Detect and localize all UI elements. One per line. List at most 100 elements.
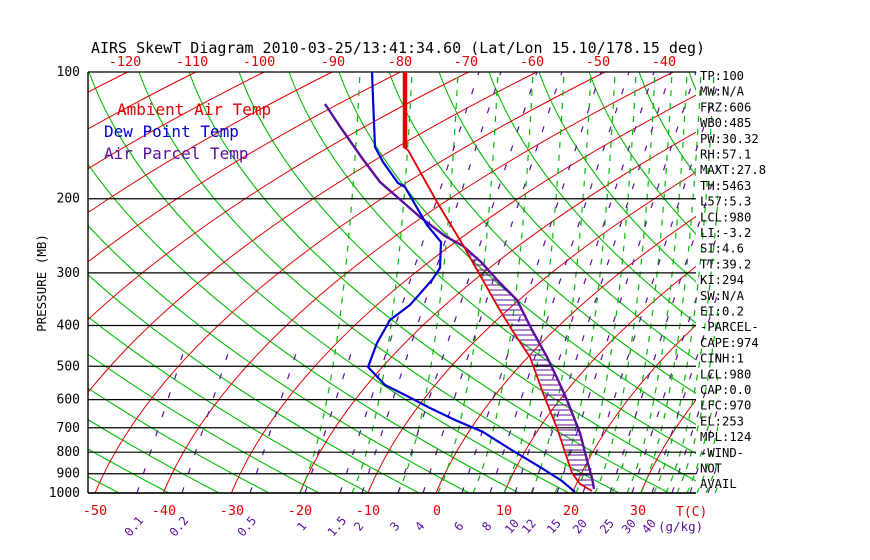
top-temp-label: -40 <box>652 54 676 70</box>
mixing-ratio-label: 20 <box>570 516 590 536</box>
dry-adiabat-line <box>88 387 270 494</box>
isotherm-line <box>435 215 696 494</box>
info-panel-line: EL:253 <box>700 414 744 428</box>
top-temp-label: -70 <box>454 54 478 70</box>
mixing-ratio-label: 30 <box>619 516 639 536</box>
dry-adiabat-line <box>588 71 696 235</box>
bottom-temp-label: -50 <box>83 503 107 519</box>
mixing-ratio-label: 40 <box>639 516 659 536</box>
info-panel-line: CINH:1 <box>700 352 744 366</box>
isotherm-line <box>571 324 696 494</box>
isotherm-line <box>88 71 469 321</box>
dry-adiabat-line <box>438 71 696 361</box>
top-temp-label: -90 <box>321 54 345 70</box>
isotherm-line <box>0 72 59 493</box>
mixing-ratio-line <box>422 71 563 494</box>
legend-parcel-label: Air Parcel Temp <box>104 144 249 163</box>
mixing-ratio-line <box>461 71 602 494</box>
moist-adiabat-line <box>472 71 534 494</box>
isotherm-line <box>230 94 696 494</box>
pressure-gridlines <box>87 71 696 494</box>
moist-adiabat-line <box>640 71 702 494</box>
info-panel-line: LFC:970 <box>700 399 751 413</box>
dry-adiabat-lines <box>88 71 696 494</box>
mixing-ratio-line <box>304 344 355 494</box>
moist-adiabat-line <box>653 71 715 494</box>
air-parcel-temp-curve <box>324 103 596 490</box>
dew-point-temp-curve <box>366 71 576 493</box>
legend-ambient-label: Ambient Air Temp <box>117 100 271 119</box>
mixing-ratio-label: 1.5 <box>325 514 350 540</box>
pressure-axis-label: PRESSURE (MB) <box>34 234 49 332</box>
dry-adiabat-line <box>88 224 470 494</box>
dry-adiabat-line <box>88 353 320 494</box>
dry-adiabat-line <box>88 316 370 494</box>
mixing-ratio-line <box>339 71 480 494</box>
info-panel-line: AVAIL <box>700 477 737 491</box>
pressure-tick-label: 600 <box>57 393 80 408</box>
top-temp-label: -80 <box>388 54 412 70</box>
mixing-ratio-line <box>181 344 232 494</box>
isotherm-line <box>299 131 696 494</box>
dry-adiabat-line <box>138 71 620 494</box>
dry-adiabat-line <box>288 71 696 455</box>
mixing-ratio-label: 25 <box>597 516 617 536</box>
info-panel-line: NOT <box>700 462 723 476</box>
bottom-temp-label: -10 <box>356 503 380 519</box>
isotherm-line <box>88 71 401 263</box>
dry-adiabat-line <box>538 71 696 283</box>
info-panel-line: TT:39.2 <box>700 257 751 271</box>
chart-title: AIRS SkewT Diagram 2010-03-25/13:41:34.6… <box>91 39 705 57</box>
mixing-ratio-line <box>489 71 630 494</box>
bottom-temp-label: 30 <box>630 503 646 519</box>
mixing-ratio-line <box>556 71 697 494</box>
moist-adiabat-line <box>626 71 688 494</box>
moist-adiabat-line <box>299 71 361 494</box>
mixing-ratio-label: 15 <box>544 516 564 536</box>
dry-adiabat-line <box>188 71 670 494</box>
dry-adiabat-line <box>88 163 520 494</box>
moist-adiabat-line <box>554 71 616 494</box>
pressure-tick-label: 200 <box>57 192 80 207</box>
moist-adiabat-line <box>437 71 499 494</box>
info-panel-line: MAXT:27.8 <box>700 163 766 177</box>
mixing-ratio-line <box>582 81 718 494</box>
info-panel-line: FRZ:606 <box>700 100 751 114</box>
mixing-ratio-label: 8 <box>479 519 494 534</box>
isotherm-line <box>367 171 696 494</box>
dry-adiabat-line <box>388 71 696 395</box>
bottom-temp-label: 10 <box>496 503 512 519</box>
moist-adiabat-line <box>676 304 718 494</box>
isotherm-line <box>88 71 333 214</box>
isotherm-line <box>503 265 696 494</box>
moist-adiabat-line <box>351 71 413 494</box>
info-panel-line: TP:100 <box>700 69 744 83</box>
moist-adiabat-line <box>530 71 592 494</box>
dry-adiabat-line <box>338 71 696 426</box>
moist-adiabat-line <box>397 71 459 494</box>
mixing-ratio-label: 4 <box>412 519 427 534</box>
top-temp-label: -60 <box>520 54 544 70</box>
top-temp-label: -100 <box>243 54 276 70</box>
dry-adiabat-line <box>88 71 570 494</box>
top-temp-label: -50 <box>586 54 610 70</box>
mixing-ratio-line <box>531 71 672 494</box>
mixing-ratio-line <box>249 344 300 494</box>
isotherm-line <box>88 71 265 170</box>
mixing-ratio-label: 12 <box>519 516 539 536</box>
bottom-temp-label: -40 <box>152 503 176 519</box>
info-panel-line: SW:N/A <box>700 289 745 303</box>
mixing-ratio-line <box>631 230 718 494</box>
cape-hatch-region <box>466 249 593 486</box>
info-panel-line: SI:4.6 <box>700 242 744 256</box>
isotherm-line <box>88 71 538 394</box>
pressure-tick-label: 700 <box>57 421 80 436</box>
pressure-tick-label: 1000 <box>49 486 80 501</box>
bottom-temp-label: -20 <box>288 503 312 519</box>
info-panel-line: CAP:0.0 <box>700 383 751 397</box>
mixing-ratio-line <box>397 71 538 494</box>
legend-dewpoint-label: Dew Point Temp <box>104 122 239 141</box>
